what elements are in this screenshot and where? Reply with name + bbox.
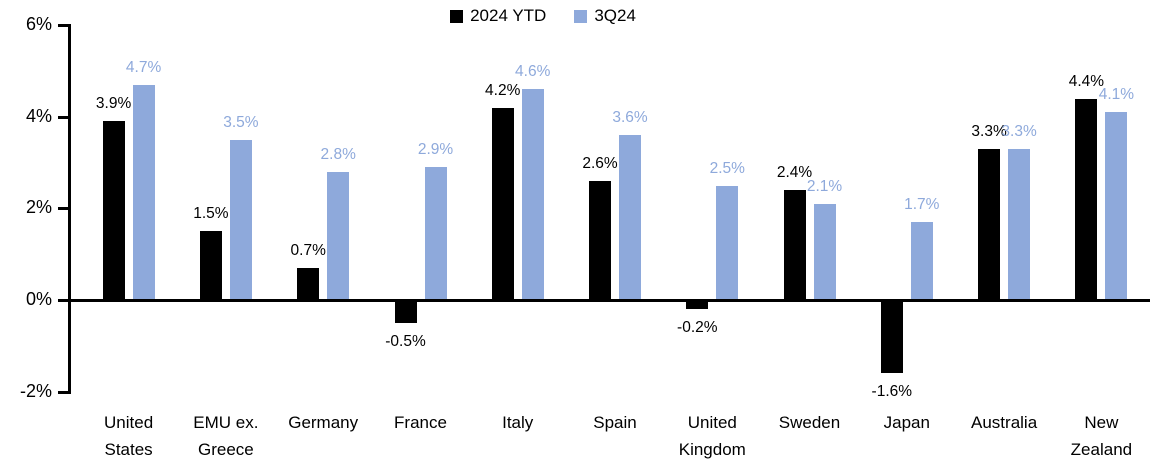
y-tick-label: 6% [25, 14, 52, 35]
bar-2024-ytd [783, 190, 806, 300]
legend-label-3q24: 3Q24 [594, 6, 636, 25]
x-category-label: France [394, 413, 447, 432]
bar-value-label: 3.6% [612, 109, 648, 127]
bar-2024-ytd [199, 231, 222, 300]
bar-3q24 [1008, 148, 1031, 300]
bar-2024-ytd [589, 180, 611, 300]
legend-label-2024-ytd: 2024 YTD [470, 6, 547, 25]
bar-value-label: 0.7% [290, 241, 326, 259]
bar-value-label: 1.7% [904, 196, 940, 214]
x-category-label: Australia [971, 413, 1038, 432]
bar-value-label: 1.5% [193, 205, 229, 223]
zero-axis-line [68, 299, 1150, 302]
bar-3q24 [910, 222, 933, 300]
legend-item-2024-ytd: 2024 YTD [450, 6, 546, 26]
bar-value-label: 2.6% [582, 154, 618, 172]
bar-3q24 [132, 84, 155, 300]
bar-value-label: -0.5% [385, 332, 426, 350]
legend-swatch-3q24 [574, 9, 588, 23]
bar-value-label: 4.1% [1098, 86, 1135, 104]
y-tick-label: 2% [25, 197, 52, 218]
x-category-label: United Kingdom [678, 413, 746, 459]
bar-value-label: 3.3% [1001, 122, 1037, 140]
y-tick-mark [58, 116, 71, 119]
bar-value-label: 4.2% [485, 81, 521, 99]
y-axis-line [68, 24, 71, 394]
bar-2024-ytd [102, 121, 125, 300]
bar-value-label: 4.7% [125, 58, 162, 76]
bar-2024-ytd [880, 300, 903, 374]
bar-3q24 [1105, 112, 1128, 300]
bar-value-label: 2.1% [806, 177, 843, 195]
legend-swatch-2024-ytd [450, 9, 464, 23]
bar-value-label: -1.6% [871, 383, 913, 401]
bar-value-label: 3.3% [971, 122, 1007, 140]
x-category-label: Italy [502, 413, 534, 432]
bar-value-label: 2.8% [320, 145, 356, 163]
bar-3q24 [229, 139, 252, 300]
x-category-label: Japan [883, 413, 930, 432]
x-category-label: United States [104, 413, 154, 459]
y-tick-mark [58, 207, 71, 210]
bar-value-label: 2.5% [709, 159, 745, 177]
bar-3q24 [424, 167, 447, 300]
y-tick-mark [58, 391, 71, 394]
bar-value-label: 4.4% [1068, 72, 1105, 90]
bar-2024-ytd [394, 300, 417, 323]
bar-2024-ytd [491, 107, 514, 300]
y-tick-mark [58, 24, 71, 27]
bar-value-label: 3.5% [223, 113, 259, 131]
bar-value-label: 3.9% [95, 95, 132, 113]
x-category-label: EMU ex. Greece [193, 413, 259, 459]
bar-2024-ytd [686, 300, 709, 310]
bar-3q24 [521, 89, 544, 300]
bar-value-label: -0.2% [677, 319, 718, 337]
y-tick-label: 4% [25, 105, 52, 126]
bar-3q24 [327, 171, 350, 300]
x-category-label: Germany [288, 413, 359, 432]
legend-item-3q24: 3Q24 [574, 6, 636, 26]
bar-value-label: 2.4% [776, 164, 813, 182]
bar-2024-ytd [1075, 98, 1098, 300]
x-category-label: New Zealand [1070, 413, 1133, 459]
bar-3q24 [716, 185, 739, 300]
chart-legend: 2024 YTD 3Q24 [0, 6, 1086, 26]
y-tick-mark [58, 299, 71, 302]
bar-value-label: 2.9% [417, 141, 454, 159]
bar-2024-ytd [978, 148, 1001, 300]
bar-3q24 [619, 135, 641, 300]
y-tick-label: -2% [19, 380, 52, 401]
y-tick-label: 0% [25, 289, 52, 309]
bar-2024-ytd [297, 267, 320, 300]
x-category-label: Spain [593, 413, 637, 432]
x-category-label: Sweden [778, 413, 841, 432]
bar-value-label: 4.6% [515, 63, 551, 81]
bar-3q24 [813, 203, 836, 300]
